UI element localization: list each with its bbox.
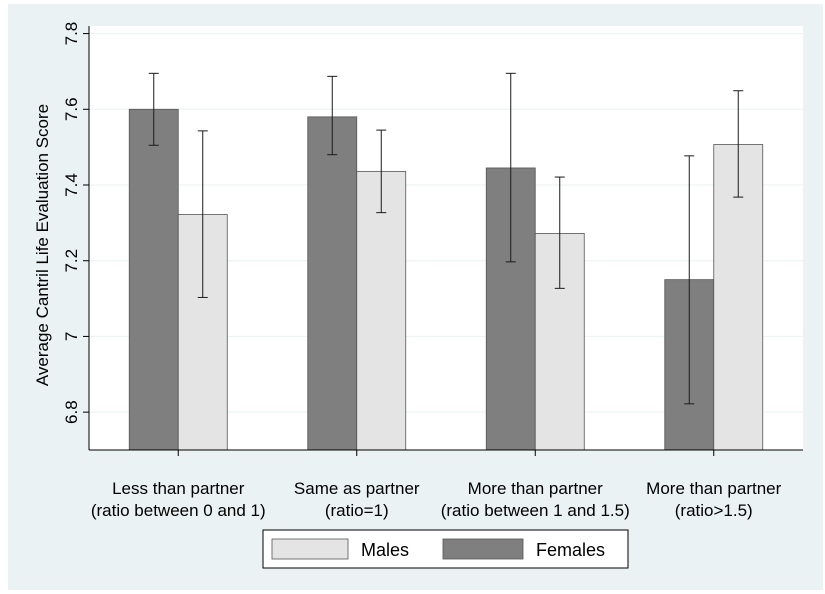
- bar-females: [307, 116, 358, 451]
- x-tick-label: More than partner: [646, 479, 781, 498]
- legend: Males Females: [262, 529, 629, 569]
- x-tick-label: (ratio=1): [325, 501, 389, 520]
- y-axis-label: Average Cantril Life Evaluation Score: [33, 104, 52, 386]
- x-tick-labels: Less than partner (ratio between 0 and 1)…: [91, 479, 782, 520]
- y-tick-label: 7.2: [62, 249, 81, 273]
- bar-males: [356, 170, 407, 451]
- y-tick-label: 7: [62, 332, 81, 341]
- y-tick-label: 6.8: [62, 400, 81, 424]
- x-tick-label: (ratio between 1 and 1.5): [441, 501, 630, 520]
- legend-label-females: Females: [536, 540, 605, 560]
- legend-swatch-males: [271, 538, 349, 560]
- x-tick-label: Same as partner: [294, 479, 420, 498]
- x-tick-label: Less than partner: [112, 479, 245, 498]
- y-axis: 6.8 7 7.2 7.4 7.6 7.8: [62, 22, 90, 450]
- legend-label-males: Males: [361, 540, 409, 560]
- x-tick-label: More than partner: [468, 479, 603, 498]
- y-tick-label: 7.6: [62, 97, 81, 121]
- y-tick-label: 7.8: [62, 22, 81, 46]
- x-tick-label: (ratio between 0 and 1): [91, 501, 266, 520]
- legend-swatch-females: [442, 538, 524, 560]
- bar-females: [128, 108, 179, 451]
- x-tick-label: (ratio>1.5): [675, 501, 753, 520]
- error-bars: [148, 72, 744, 405]
- x-axis: [89, 449, 803, 456]
- y-tick-label: 7.4: [62, 173, 81, 197]
